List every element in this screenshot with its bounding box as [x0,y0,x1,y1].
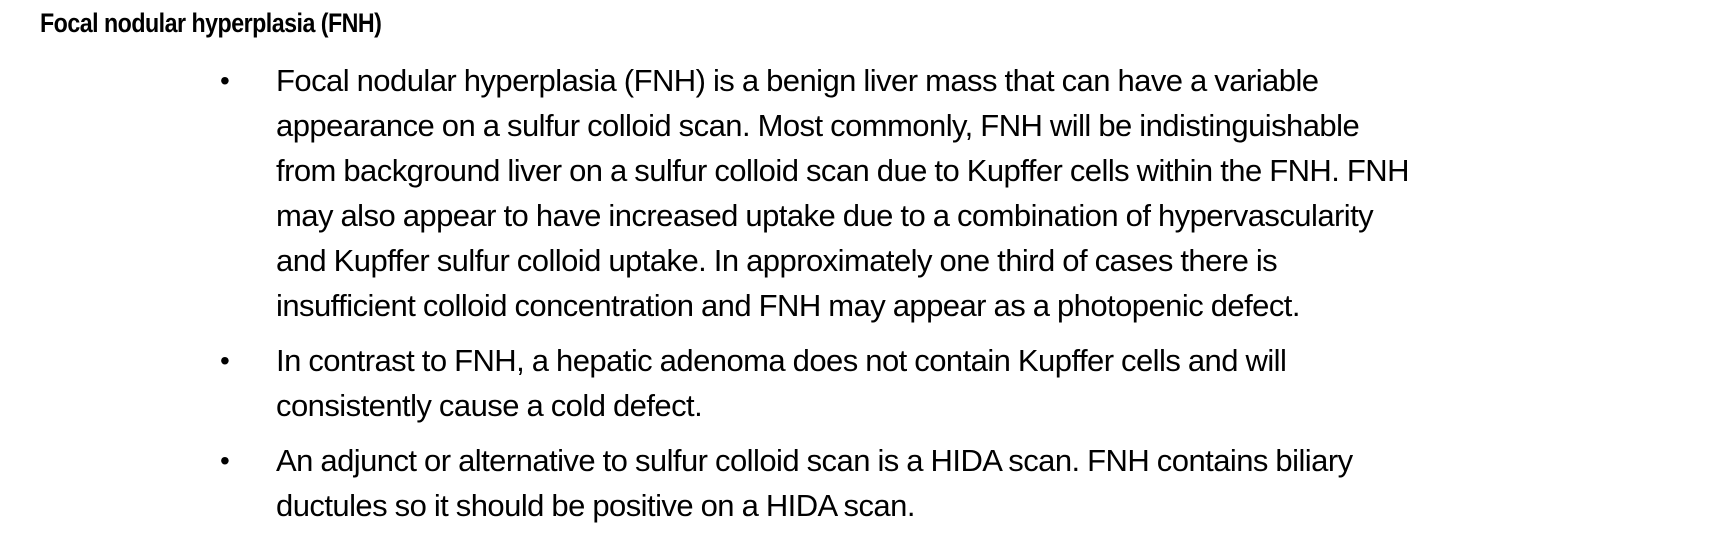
bullet-item: • Focal nodular hyperplasia (FNH) is a b… [0,58,1720,328]
text-line: from background liver on a sulfur colloi… [276,153,1410,188]
text-line: and Kupffer sulfur colloid uptake. In ap… [276,243,1278,278]
text-line: An adjunct or alternative to sulfur coll… [276,443,1353,478]
text-line: consistently cause a cold defect. [276,388,703,423]
text-line: may also appear to have increased uptake… [276,198,1374,233]
text-line: ductules so it should be positive on a H… [276,488,915,523]
text-line: Focal nodular hyperplasia (FNH) is a ben… [276,63,1319,98]
bullet-icon: • [220,445,230,476]
section-heading: Focal nodular hyperplasia (FNH) [40,8,382,38]
bullet-list: • Focal nodular hyperplasia (FNH) is a b… [0,58,1720,538]
text-line: appearance on a sulfur colloid scan. Mos… [276,108,1360,143]
text-line: In contrast to FNH, a hepatic adenoma do… [276,343,1287,378]
bullet-icon: • [220,65,230,96]
bullet-text: An adjunct or alternative to sulfur coll… [276,438,1606,528]
bullet-item: • In contrast to FNH, a hepatic adenoma … [0,338,1720,428]
text-line: insufficient colloid concentration and F… [276,288,1300,323]
bullet-icon: • [220,345,230,376]
bullet-text: In contrast to FNH, a hepatic adenoma do… [276,338,1606,428]
bullet-item: • An adjunct or alternative to sulfur co… [0,438,1720,528]
bullet-text: Focal nodular hyperplasia (FNH) is a ben… [276,58,1606,328]
